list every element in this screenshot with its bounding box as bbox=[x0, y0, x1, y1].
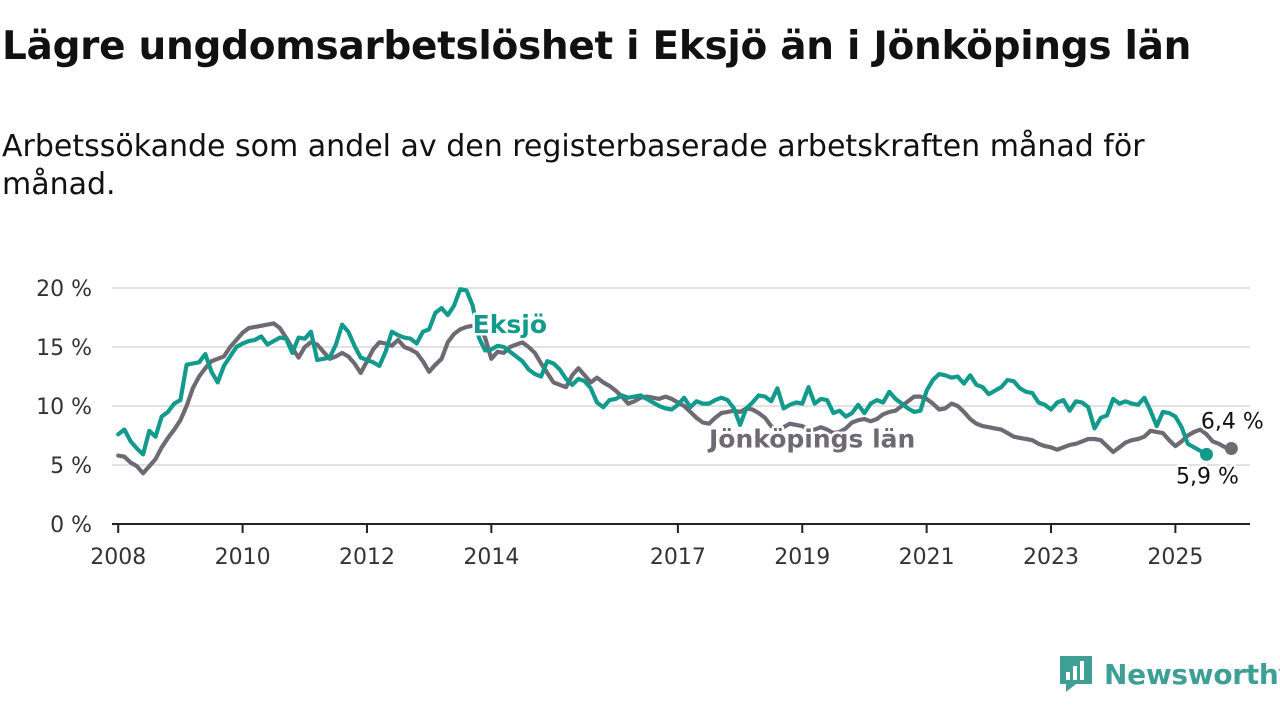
y-tick-label: 15 % bbox=[36, 336, 92, 361]
y-tick-label: 0 % bbox=[50, 513, 92, 538]
x-tick-label: 2019 bbox=[774, 545, 830, 570]
x-tick-label: 2021 bbox=[899, 545, 955, 570]
series-line bbox=[116, 321, 1234, 476]
end-value-label: 6,4 % bbox=[1201, 409, 1264, 434]
series-labels: Eksjö Jönköpings län 6,4 % 5,9 % bbox=[470, 307, 1266, 492]
x-tick-label: 2010 bbox=[215, 545, 271, 570]
chart-subtitle: Arbetssökande som andel av den registerb… bbox=[2, 129, 1145, 202]
bar-chart-logo-icon bbox=[1060, 656, 1092, 692]
series-lines bbox=[116, 287, 1238, 476]
brand-name: Newsworthy bbox=[1104, 657, 1280, 691]
gridlines bbox=[112, 287, 1250, 466]
x-tick-label: 2014 bbox=[463, 545, 519, 570]
chart-title: Lägre ungdomsarbetslöshet i Eksjö än i J… bbox=[2, 24, 1192, 69]
y-axis-ticks: 0 % 5 % 10 % 15 % 20 % bbox=[36, 277, 92, 538]
x-axis-ticks: 2008 2010 2012 2014 2017 2019 2021 2023 2025 bbox=[90, 523, 1250, 570]
x-tick-label: 2023 bbox=[1023, 545, 1079, 570]
newsworthy-logo: Newsworthy bbox=[1058, 654, 1280, 694]
y-tick-label: 10 % bbox=[36, 395, 92, 420]
end-value-label: 5,9 % bbox=[1176, 464, 1239, 489]
x-tick-label: 2008 bbox=[90, 545, 146, 570]
x-tick-label: 2025 bbox=[1147, 545, 1203, 570]
series-endpoint bbox=[1224, 441, 1238, 455]
series-name-label: Eksjö bbox=[473, 310, 547, 339]
x-tick-label: 2017 bbox=[650, 545, 706, 570]
series-line bbox=[116, 287, 1209, 457]
x-tick-label: 2012 bbox=[339, 545, 395, 570]
series-endpoint bbox=[1199, 447, 1213, 461]
y-tick-label: 5 % bbox=[50, 454, 92, 479]
series-name-label: Jönköpings län bbox=[707, 424, 915, 453]
y-tick-label: 20 % bbox=[36, 277, 92, 302]
